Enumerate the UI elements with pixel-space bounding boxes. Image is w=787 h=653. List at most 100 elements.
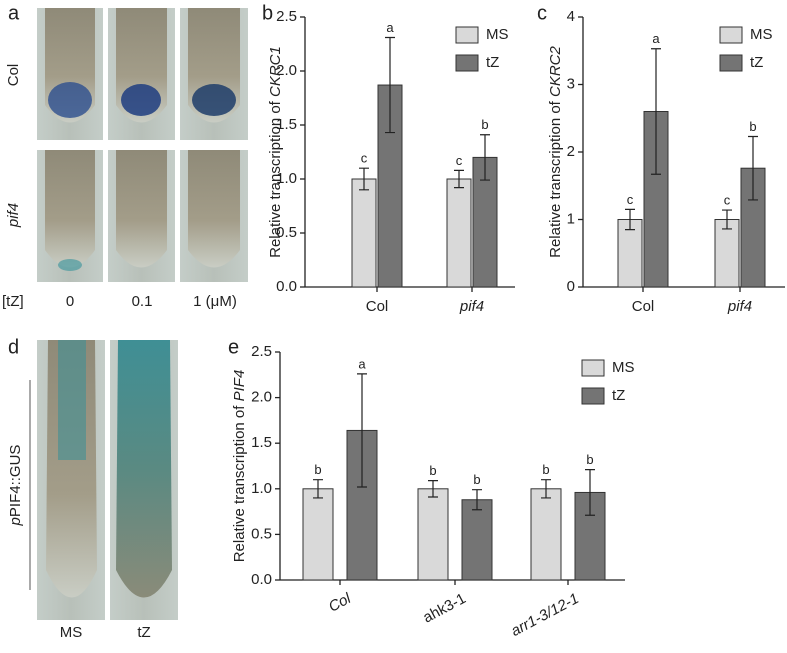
dose-label: 0: [66, 293, 74, 310]
y-axis-label-text: Relative transcription of: [267, 97, 284, 258]
x-tick-label: pif4: [459, 298, 484, 315]
y-tick-label: 2: [567, 143, 575, 160]
x-tick-label: pif4: [727, 298, 752, 315]
panel-letter: a: [8, 2, 20, 24]
error-bar: [651, 48, 661, 175]
legend-swatch: [455, 26, 479, 44]
significance-letter: a: [358, 356, 366, 371]
bar: [351, 178, 377, 288]
y-tick-label: 4: [567, 8, 575, 25]
legend-label: MS: [612, 359, 635, 376]
significance-letter: b: [542, 462, 549, 477]
significance-letter: b: [481, 117, 488, 132]
error-bar: [722, 209, 732, 230]
y-tick-label: 2.5: [251, 343, 272, 360]
error-bar: [748, 135, 758, 201]
error-bar: [585, 469, 595, 516]
micrographs: [29, 8, 248, 620]
legend-swatch: [581, 359, 605, 377]
y-tick-label: 2.0: [276, 62, 297, 79]
significance-letter: a: [652, 31, 660, 46]
panel-letter: d: [8, 336, 19, 358]
significance-letter: b: [473, 472, 480, 487]
significance-letter: c: [361, 151, 368, 166]
error-bar: [359, 167, 369, 191]
y-axis-label-gene: PIF4: [231, 370, 248, 402]
legend-label: MS: [750, 26, 773, 43]
significance-letter: b: [314, 462, 321, 477]
dose-label: 0.1: [132, 293, 153, 310]
bar: [302, 488, 334, 581]
error-bar: [428, 479, 438, 498]
panel-letter: b: [262, 2, 273, 24]
y-tick-label: 0.5: [276, 224, 297, 241]
y-tick-label: 2.0: [251, 389, 272, 406]
dose-label: 1 (μM): [193, 293, 237, 310]
bar: [643, 111, 669, 288]
construct-prefix: p: [7, 517, 24, 526]
y-tick-label: 1.5: [276, 116, 297, 133]
y-tick-label: 0.5: [251, 525, 272, 542]
significance-letter: b: [429, 463, 436, 478]
x-tick-label: ahk3-1: [420, 590, 468, 627]
bar: [461, 499, 493, 581]
panel-letter: e: [228, 336, 239, 358]
significance-letter: c: [456, 153, 463, 168]
y-axis-label-gene: CKRC2: [547, 45, 564, 97]
y-tick-label: 3: [567, 75, 575, 92]
x-tick-label: arr1-3/12-1: [508, 590, 581, 640]
construct-label: pPIF4::GUS: [7, 445, 24, 527]
significance-letter: c: [627, 192, 634, 207]
panel-letters: a b c d e: [8, 2, 547, 358]
legend-label: MS: [486, 26, 509, 43]
y-tick-label: 0.0: [251, 571, 272, 588]
legend-label: tZ: [612, 387, 625, 404]
row-label: pif4: [5, 203, 22, 228]
bar: [446, 178, 472, 288]
significance-letter: a: [386, 20, 394, 35]
y-tick-label: 1.5: [251, 434, 272, 451]
y-axis-label-text: Relative transcription of: [547, 97, 564, 258]
legend-label: tZ: [486, 54, 499, 71]
panel-a-labels: Col pif4 [tZ] 0 0.1 1 (μM): [2, 64, 237, 310]
y-axis-label-gene: CKRC1: [267, 46, 284, 97]
bar-chart: 0.0 0.5 1.0 1.5 2.0 2.5 Relative transcription…: [267, 8, 515, 315]
x-tick-label: Col: [326, 590, 354, 616]
construct-name: PIF4::GUS: [7, 445, 24, 518]
y-tick-label: 2.5: [276, 8, 297, 25]
error-bar: [541, 479, 551, 499]
significance-letter: b: [749, 119, 756, 134]
y-tick-label: 1.0: [276, 170, 297, 187]
image-label: MS: [60, 624, 83, 641]
treatment-label: [tZ]: [2, 293, 24, 310]
error-bar: [385, 36, 395, 134]
legend-swatch: [719, 26, 743, 44]
bar: [714, 219, 740, 288]
error-bar: [625, 208, 635, 231]
legend-swatch: [719, 54, 743, 72]
error-bar: [357, 373, 367, 488]
x-tick-label: Col: [366, 298, 389, 315]
error-bar: [472, 489, 482, 511]
row-label: Col: [5, 64, 22, 87]
error-bar: [480, 134, 490, 181]
y-tick-label: 1: [567, 210, 575, 227]
panel-letter: c: [537, 2, 547, 24]
x-tick-label: Col: [632, 298, 655, 315]
y-tick-label: 1.0: [251, 480, 272, 497]
bar-chart: 0 1 2 3 4 Relative transcription of CKRC2 Col p…: [547, 8, 785, 315]
y-axis-label: Relative transcription of PIF4: [231, 370, 248, 563]
bar: [530, 488, 562, 581]
significance-letter: c: [724, 192, 731, 207]
y-tick-label: 0.0: [276, 278, 297, 295]
y-tick-label: 0: [567, 278, 575, 295]
legend-swatch: [455, 54, 479, 72]
legend-label: tZ: [750, 54, 763, 71]
significance-letter: b: [586, 452, 593, 467]
y-axis-label: Relative transcription of CKRC1: [267, 46, 284, 258]
error-bar: [454, 169, 464, 189]
legend-swatch: [581, 387, 605, 405]
y-axis-label: Relative transcription of CKRC2: [547, 45, 564, 257]
